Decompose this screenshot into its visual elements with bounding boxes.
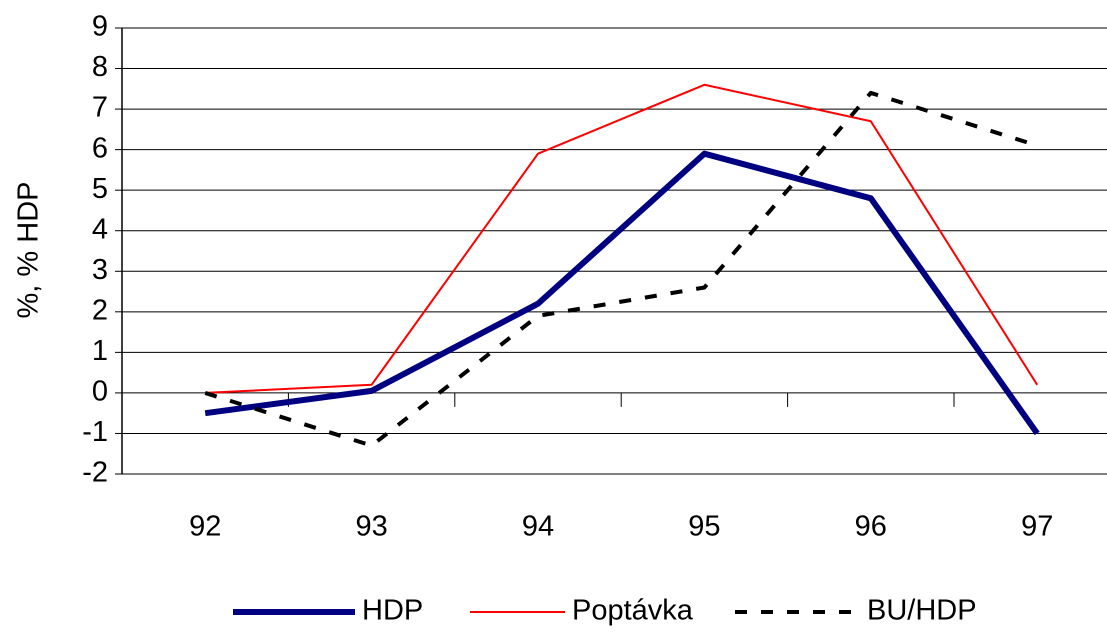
y-tick-label: 0 (92, 376, 108, 408)
y-tick-label: 7 (92, 92, 108, 124)
y-tick-label: -2 (82, 457, 108, 489)
y-tick-label: 9 (92, 11, 108, 43)
series-line (204, 90, 1038, 448)
x-tick-label: 95 (688, 511, 720, 543)
x-tick-label: 93 (355, 511, 387, 543)
x-tick-label: 96 (855, 511, 887, 543)
y-tick-label: 4 (92, 213, 108, 245)
legend-label: HDP (362, 595, 423, 627)
legend-label: BU/HDP (867, 595, 977, 627)
y-tick-label: 5 (92, 173, 108, 205)
y-tick-label: 2 (92, 294, 108, 326)
series-line (205, 83, 1039, 394)
legend-label: Poptávka (572, 595, 694, 627)
y-axis-label: %, % HDP (13, 182, 45, 319)
series-line (204, 150, 1040, 436)
x-tick-label: 94 (522, 511, 554, 543)
y-tick-label: -1 (82, 416, 108, 448)
y-tick-label: 3 (92, 254, 108, 286)
y-tick-label: 6 (92, 132, 108, 164)
y-tick-label: 8 (92, 51, 108, 83)
x-tick-label: 92 (189, 511, 221, 543)
x-tick-label: 97 (1021, 511, 1053, 543)
y-tick-label: 1 (92, 335, 108, 367)
